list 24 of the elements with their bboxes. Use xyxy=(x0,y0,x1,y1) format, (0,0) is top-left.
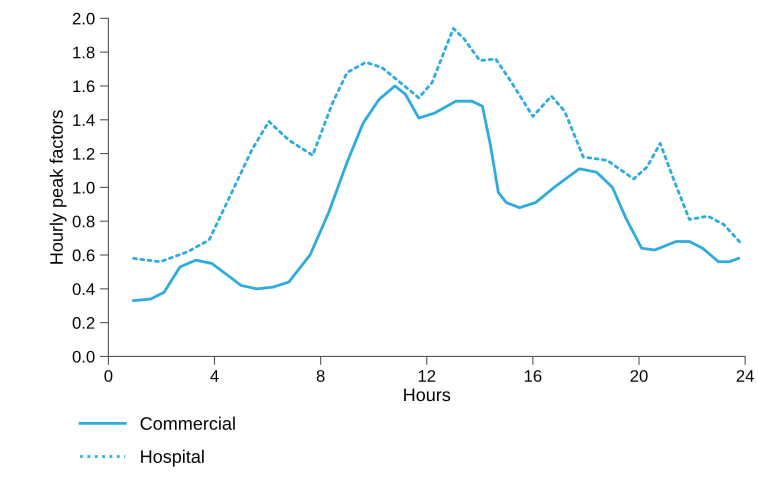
y-tick-label: 0.2 xyxy=(72,317,94,329)
legend-label: Commercial xyxy=(140,416,235,430)
y-tick-label: 1.8 xyxy=(73,46,94,58)
y-tick-label: 0.4 xyxy=(72,283,95,296)
y-tick-label: 0.6 xyxy=(72,249,94,262)
line-series xyxy=(132,27,744,264)
x-tick-label: 24 xyxy=(736,370,754,382)
line-series xyxy=(132,84,740,302)
y-tick-label: 0.8 xyxy=(72,216,94,228)
x-tick-label: 16 xyxy=(524,370,542,382)
y-tick-label: 0.0 xyxy=(72,350,95,363)
y-tick-label: 1.6 xyxy=(73,80,94,92)
x-axis-title: Hours xyxy=(404,388,450,402)
y-tick-label: 2.0 xyxy=(72,12,95,25)
x-tick-label: 0 xyxy=(104,370,112,382)
legend-label: Hospital xyxy=(141,450,204,467)
x-tick-label: 4 xyxy=(210,370,219,382)
y-axis-title: Hourly peak factors xyxy=(50,110,66,264)
y-tick-label: 1.2 xyxy=(73,148,94,160)
x-tick-label: 8 xyxy=(316,370,325,382)
x-tick-label: 20 xyxy=(630,370,648,382)
y-tick-label: 1.0 xyxy=(73,182,95,194)
y-tick-label: 1.4 xyxy=(73,114,95,126)
x-tick-label: 12 xyxy=(418,370,436,382)
